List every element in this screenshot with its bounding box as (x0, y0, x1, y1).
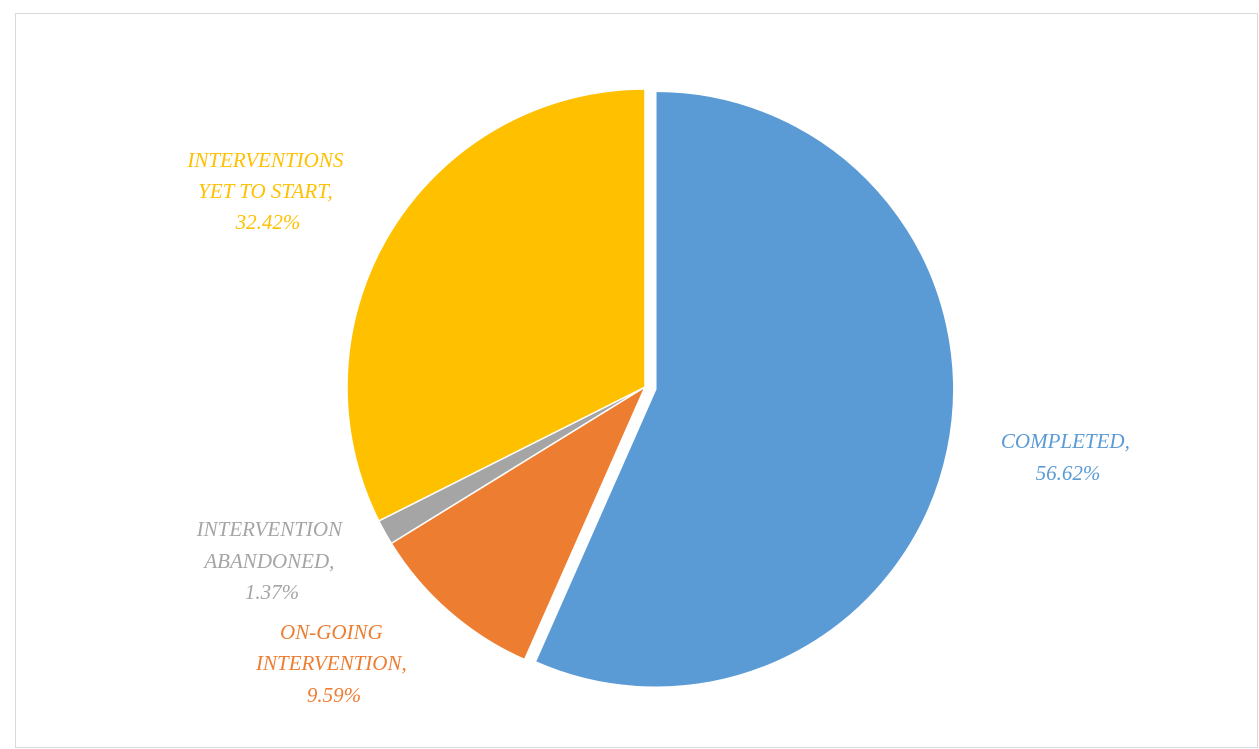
label-abandoned-line-2: ABANDONED, (202, 549, 334, 573)
label-completed-line-1: COMPLETED, (1001, 429, 1130, 453)
label-interventions-yet-to-start: INTERVENTIONS YET TO START, 32.42% (186, 148, 348, 234)
pie-slice-interventions-yet-to-start (346, 88, 646, 522)
pie-slice-completed (534, 90, 955, 688)
pie-slice-on-going-intervention (390, 385, 647, 661)
label-yet-line-3: 32.42% (235, 210, 301, 234)
label-abandoned-line-3: 1.37% (245, 580, 299, 604)
label-abandoned-line-1: INTERVENTION (196, 517, 343, 541)
label-intervention-abandoned: INTERVENTION ABANDONED, 1.37% (196, 517, 348, 604)
label-completed-line-2: 56.62% (1036, 461, 1101, 485)
label-ongoing-line-2: INTERVENTION, (255, 651, 407, 675)
label-completed: COMPLETED, 56.62% (1001, 429, 1135, 485)
label-ongoing-intervention: ON-GOING INTERVENTION, 9.59% (255, 620, 412, 707)
label-yet-line-2: YET TO START, (198, 179, 332, 203)
pie-slices (346, 88, 955, 688)
label-ongoing-line-3: 9.59% (307, 683, 361, 707)
label-yet-line-1: INTERVENTIONS (186, 148, 343, 172)
label-ongoing-line-1: ON-GOING (280, 620, 383, 644)
